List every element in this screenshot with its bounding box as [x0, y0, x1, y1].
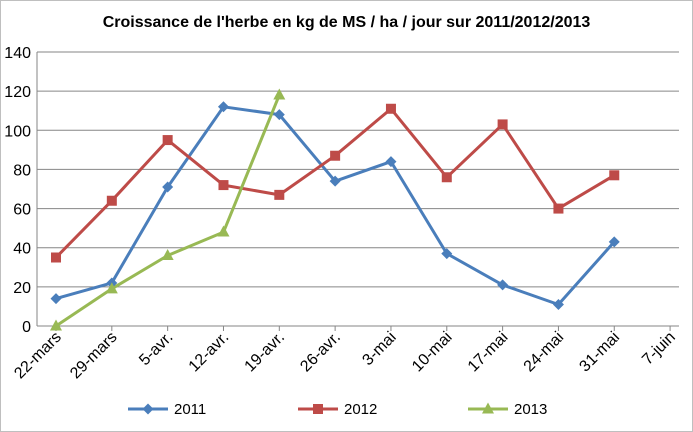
x-tick-label: 5-avr.: [136, 329, 176, 369]
data-point-2013: [50, 319, 62, 331]
data-point-2011: [385, 156, 397, 168]
legend-label: 2013: [514, 400, 548, 418]
legend: 2011 2012 2013: [0, 398, 693, 420]
data-point-2011: [608, 236, 620, 248]
data-point-2012: [106, 195, 117, 206]
x-tick-label: 31-mai: [576, 329, 623, 376]
data-point-2011: [273, 109, 285, 121]
data-point-2012: [553, 203, 564, 214]
data-point-2011: [50, 293, 62, 305]
x-tick-label: 3-mai: [359, 329, 399, 369]
y-tick-label: 0: [22, 319, 31, 336]
x-tick-label: 17-mai: [465, 329, 512, 376]
y-tick-label: 120: [4, 84, 31, 101]
x-tick-label: 29-mars: [67, 329, 121, 383]
chart-title: Croissance de l'herbe en kg de MS / ha /…: [102, 14, 591, 31]
data-point-2011: [329, 175, 341, 187]
data-point-2012: [385, 103, 396, 114]
legend-label: 2012: [344, 400, 378, 418]
legend-item-2012: 2012: [298, 398, 377, 420]
legend-item-2013: 2013: [468, 398, 547, 420]
x-tick-label: 7-juin: [639, 329, 679, 369]
data-point-2013: [161, 249, 174, 261]
x-tick-label: 12-avr.: [186, 329, 233, 376]
data-point-2011: [497, 279, 509, 291]
data-point-2011: [217, 101, 229, 113]
data-point-2011: [552, 298, 564, 310]
data-point-2012: [218, 180, 229, 191]
data-point-2011: [441, 248, 453, 260]
x-tick-label: 10-mai: [409, 329, 456, 376]
x-tick-label: 24-mai: [521, 329, 568, 376]
x-tick-label: 26-avr.: [297, 329, 344, 376]
y-tick-label: 20: [13, 280, 31, 297]
legend-label: 2011: [174, 400, 207, 418]
y-tick-label: 80: [13, 162, 31, 179]
data-point-2013: [217, 225, 230, 237]
legend-item-2011: 2011: [128, 398, 206, 420]
x-tick-label: 19-avr.: [242, 329, 289, 376]
y-tick-label: 140: [4, 45, 31, 62]
legend-swatch: [468, 402, 508, 414]
x-tick-label: 22-mars: [11, 329, 65, 383]
y-tick-label: 60: [13, 202, 31, 219]
series-line-2011: [55, 105, 616, 306]
data-point-2013: [273, 88, 286, 100]
data-point-2012: [441, 172, 452, 183]
data-point-2012: [609, 170, 620, 181]
data-point-2012: [497, 119, 508, 130]
series-line-2013: [55, 94, 281, 328]
data-point-2011: [162, 181, 174, 193]
legend-swatch: [298, 404, 338, 414]
data-point-2012: [162, 135, 173, 146]
data-point-2012: [274, 189, 285, 200]
legend-swatch: [128, 403, 168, 415]
y-tick-label: 100: [4, 123, 31, 140]
data-point-2012: [51, 252, 61, 263]
y-tick-label: 40: [13, 241, 31, 258]
data-point-2013: [105, 282, 118, 294]
data-point-2012: [330, 150, 341, 161]
